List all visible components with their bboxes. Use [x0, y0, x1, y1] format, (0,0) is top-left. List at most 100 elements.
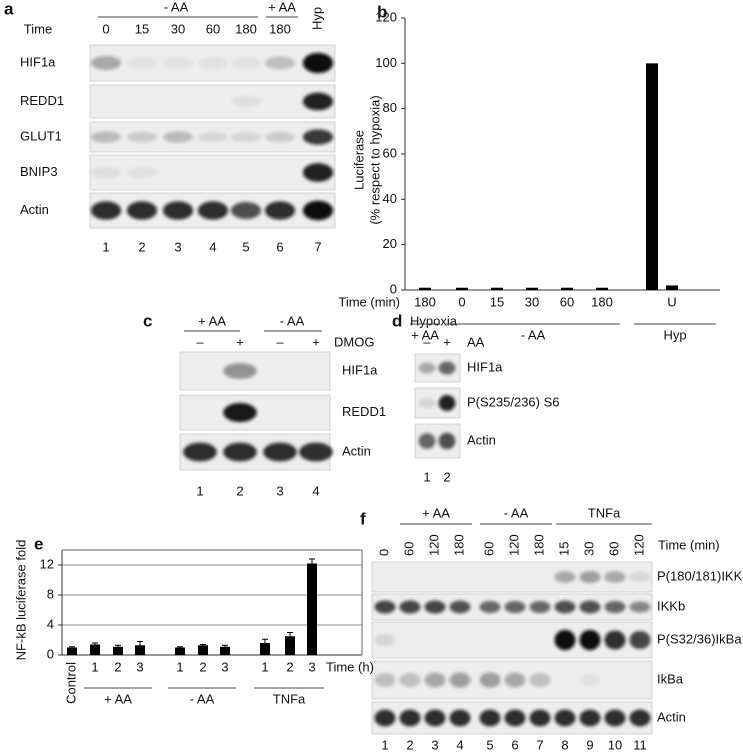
band: [399, 673, 421, 687]
band: [230, 201, 262, 220]
band: [90, 201, 122, 220]
row-label: HIF1a: [467, 359, 503, 374]
time-value: 120: [506, 534, 521, 556]
bar: [646, 63, 658, 291]
time-value: 15: [135, 21, 149, 36]
y-tick-label: 12: [40, 556, 54, 571]
row-label: HIF1a: [20, 54, 56, 69]
band: [529, 600, 551, 614]
band: [424, 709, 446, 727]
band: [197, 57, 229, 69]
band: [162, 57, 194, 69]
band: [554, 709, 576, 727]
group-label: Hyp: [663, 327, 686, 342]
band: [604, 600, 626, 614]
y-tick-label: 0: [390, 281, 397, 296]
group-label: - AA: [504, 505, 529, 520]
row-label: P(S32/36)IkBa: [657, 631, 742, 646]
y-tick-label: 120: [375, 9, 397, 24]
band: [479, 672, 501, 688]
lane-number: 6: [511, 737, 518, 752]
lane-number: 8: [561, 737, 568, 752]
time-value: 60: [481, 542, 496, 556]
bar: [260, 643, 270, 655]
band: [230, 95, 262, 108]
band: [126, 57, 158, 69]
sign: –: [276, 334, 284, 349]
lane-number: 2: [443, 469, 450, 484]
x-axis-label: Time (min): [338, 294, 400, 309]
y-tick-label: 100: [375, 55, 397, 70]
y-axis-label: NF-kB luciferase fold: [13, 540, 28, 661]
band: [479, 709, 501, 727]
row-label: IKKb: [657, 598, 685, 613]
x-tick-label: 15: [490, 294, 504, 309]
bar: [135, 645, 145, 655]
time-value: 180: [531, 534, 546, 556]
lane-number: 7: [536, 737, 543, 752]
x-tick-label: 2: [286, 659, 293, 674]
bar: [526, 287, 538, 290]
y-tick-label: 0: [47, 646, 54, 661]
x-tick-label: 3: [136, 659, 143, 674]
band: [126, 166, 158, 179]
band: [264, 201, 296, 220]
lane-number: 5: [242, 239, 249, 254]
band: [449, 709, 471, 727]
group-label: - AA: [280, 313, 305, 328]
band: [418, 362, 436, 374]
row-label: HIF1a: [342, 362, 378, 377]
lane-number: 5: [486, 737, 493, 752]
time-value: 60: [401, 542, 416, 556]
group-label: TNFa: [273, 691, 306, 706]
lane-number: 10: [608, 737, 622, 752]
x-tick-label: Control: [63, 662, 78, 704]
band: [223, 402, 257, 423]
band: [223, 363, 257, 379]
band: [579, 629, 601, 651]
band: [197, 131, 229, 143]
band: [374, 673, 396, 687]
group-label: + AA: [411, 327, 439, 342]
band: [302, 200, 334, 221]
treatment-label: AA: [467, 334, 485, 349]
lane-number: 4: [209, 239, 216, 254]
band: [424, 600, 446, 614]
band: [438, 361, 456, 375]
lane-number: 9: [586, 737, 593, 752]
blot-strip: [89, 84, 336, 119]
time-value: 180: [269, 21, 291, 36]
band: [629, 631, 651, 649]
band: [374, 633, 396, 647]
x-tick-label: 3: [308, 659, 315, 674]
band: [90, 166, 122, 179]
panel-label: e: [34, 534, 43, 553]
bar: [456, 287, 468, 290]
row-label: P(180/181)IKK a/b: [657, 568, 743, 583]
lane-number: 7: [314, 239, 321, 254]
time-value: 120: [631, 534, 646, 556]
row-label: Actin: [342, 443, 371, 458]
band: [604, 709, 626, 727]
band: [264, 131, 296, 143]
band: [374, 600, 396, 614]
band: [629, 601, 651, 613]
band: [554, 571, 576, 583]
band: [230, 131, 262, 143]
time-value: 15: [556, 542, 571, 556]
time-value: 30: [581, 542, 596, 556]
band: [374, 709, 396, 727]
condition-label: Hypoxia: [410, 313, 458, 328]
band: [264, 56, 296, 70]
row-label: Actin: [20, 202, 49, 217]
band: [629, 571, 651, 583]
blot-strip: [89, 154, 336, 191]
x-tick-label: 1: [91, 659, 98, 674]
y-tick-label: 80: [383, 100, 397, 115]
y-tick-label: 4: [47, 616, 54, 631]
bar: [198, 645, 208, 655]
x-tick-label: 2: [199, 659, 206, 674]
band: [263, 442, 297, 462]
x-tick-label: 1: [261, 659, 268, 674]
x-tick-label: 60: [560, 294, 574, 309]
